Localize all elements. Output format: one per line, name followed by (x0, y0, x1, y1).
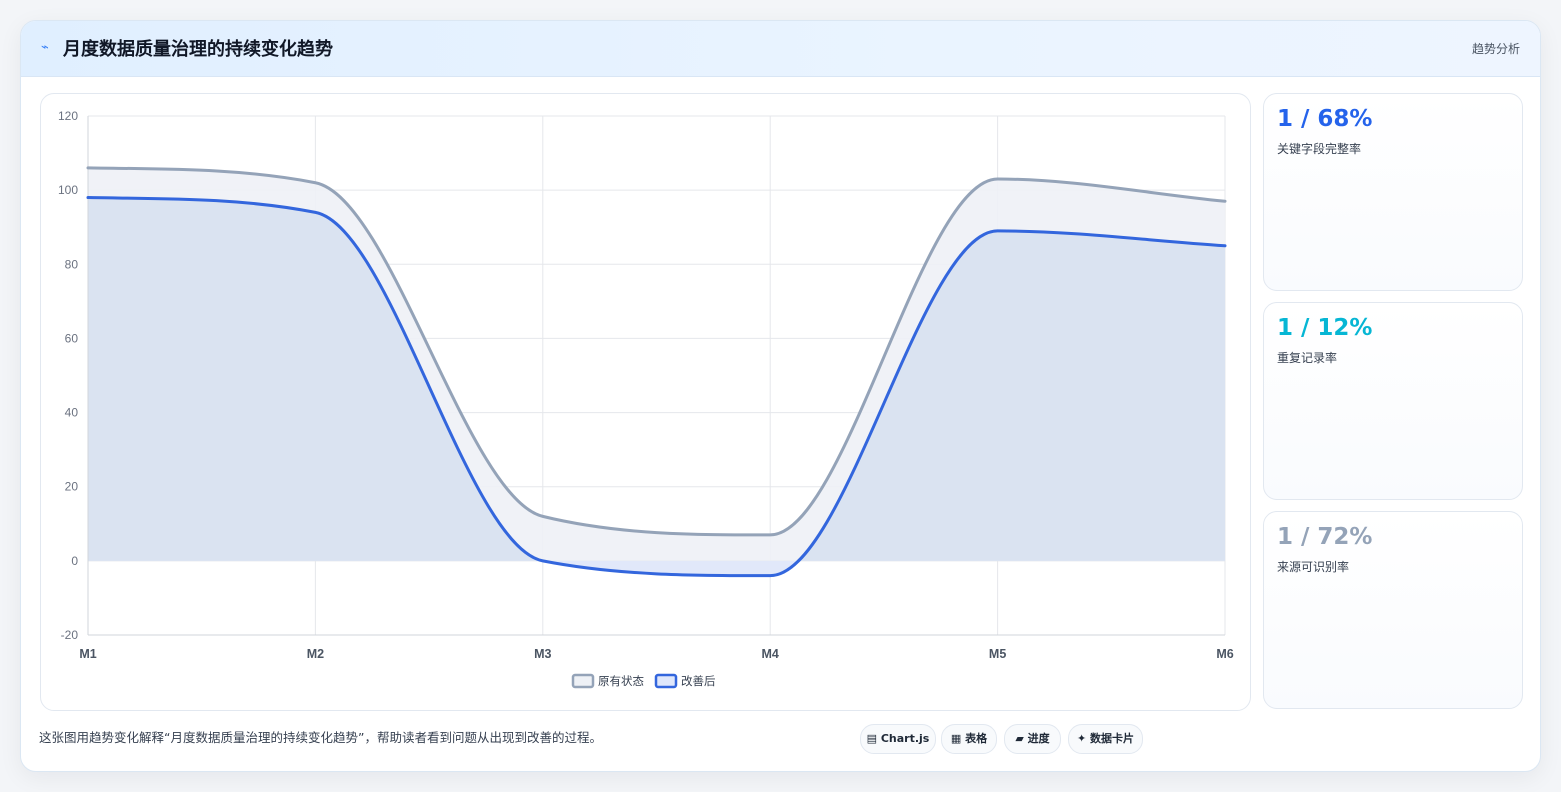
legend-label: 原有状态 (598, 674, 644, 688)
chip-data-cards[interactable]: ✦ 数据卡片 (1068, 724, 1143, 754)
y-tick-label: 0 (71, 554, 78, 568)
x-tick-label: M1 (79, 647, 96, 661)
x-tick-label: M2 (307, 647, 324, 661)
analysis-tag: 趋势分析 (1471, 42, 1520, 56)
stat-card-completeness: 1 / 68% 关键字段完整率 (1263, 93, 1523, 291)
y-tick-label: 40 (65, 406, 79, 420)
x-tick-label: M4 (762, 647, 779, 661)
trend-icon: ⌁ (41, 40, 49, 55)
chip-progress[interactable]: ▰ 进度 (1004, 724, 1061, 754)
x-tick-label: M5 (989, 647, 1006, 661)
dashboard-card: ⌁ 月度数据质量治理的持续变化趋势 趋势分析 120 100 80 60 40 20 0 -2… (20, 20, 1541, 772)
x-tick-label: M6 (1216, 647, 1233, 661)
chart-panel: 120 100 80 60 40 20 0 -20 M1 M2 M3 M4 M5 M6 原有状态 改善后 (40, 93, 1251, 711)
y-tick-label: 100 (58, 183, 78, 197)
series-area (88, 197, 1225, 576)
legend-label: 改善后 (681, 674, 716, 688)
legend-swatch (654, 673, 678, 689)
y-tick-label: 80 (65, 257, 79, 271)
negative-area (542, 560, 799, 576)
stat-label: 来源可识别率 (1277, 560, 1350, 574)
page-title: 月度数据质量治理的持续变化趋势 (63, 39, 333, 60)
chip-table[interactable]: ▦ 表格 (941, 724, 997, 754)
chip-chartjs[interactable]: ▤ Chart.js (860, 724, 936, 754)
series-line (86, 166, 1227, 537)
stat-card-traceability: 1 / 72% 来源可识别率 (1263, 511, 1523, 709)
x-tick-label: M3 (534, 647, 551, 661)
legend-swatch (571, 673, 595, 689)
y-tick-label: 60 (65, 331, 79, 345)
y-tick-label: -20 (61, 628, 79, 642)
stat-value: 1 / 12% (1277, 315, 1373, 341)
y-tick-label: 120 (58, 109, 78, 123)
stat-label: 关键字段完整率 (1277, 142, 1362, 156)
stat-label: 重复记录率 (1277, 351, 1338, 365)
legend-item[interactable]: 原有状态 (571, 673, 644, 689)
y-tick-label: 20 (65, 480, 79, 494)
legend-item[interactable]: 改善后 (654, 673, 716, 689)
stat-value: 1 / 68% (1277, 106, 1373, 132)
series-line (86, 196, 1227, 578)
chart-description: 这张图用趋势变化解释“月度数据质量治理的持续变化趋势”，帮助读者看到问题从出现到… (39, 730, 602, 745)
card-header: ⌁ 月度数据质量治理的持续变化趋势 趋势分析 (21, 21, 1540, 77)
stat-card-duplicates: 1 / 12% 重复记录率 (1263, 302, 1523, 500)
stat-value: 1 / 72% (1277, 524, 1373, 550)
